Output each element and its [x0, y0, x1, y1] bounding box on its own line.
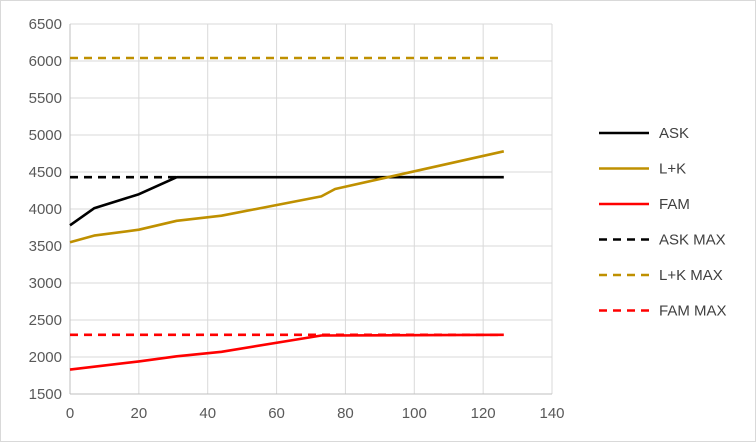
y-tick-label: 6500 — [29, 16, 62, 33]
y-tick-label: 3000 — [29, 275, 62, 292]
legend-label: L+K MAX — [659, 267, 723, 284]
series-line-fam — [69, 333, 504, 371]
x-tick-label: 0 — [66, 405, 74, 422]
y-tick-label: 4000 — [29, 201, 62, 218]
x-tick-label: 80 — [337, 405, 354, 422]
grid — [69, 23, 553, 395]
legend-label: FAM — [659, 196, 690, 213]
x-tick-label: 20 — [131, 405, 148, 422]
y-tick-label: 1500 — [29, 386, 62, 403]
legend-label: FAM MAX — [659, 303, 727, 320]
legend: ASK L+K FAM ASK MAX L+K MAX FAM MAX — [599, 125, 727, 320]
y-tick-label: 2500 — [29, 312, 62, 329]
x-tick-label: 140 — [539, 405, 564, 422]
x-tick-label: 40 — [199, 405, 216, 422]
x-tick-label: 100 — [402, 405, 427, 422]
y-tick-label: 3500 — [29, 238, 62, 255]
y-tick-label: 5000 — [29, 127, 62, 144]
x-tick-label: 120 — [471, 405, 496, 422]
series-line-l-k — [69, 150, 505, 244]
legend-label: ASK MAX — [659, 232, 726, 249]
y-tick-label: 6000 — [29, 53, 62, 70]
y-tick-label: 5500 — [29, 90, 62, 107]
series-lines — [69, 56, 505, 371]
legend-label: L+K — [659, 161, 686, 178]
series-line-ask — [69, 175, 504, 227]
x-tick-label: 60 — [268, 405, 285, 422]
legend-label: ASK — [659, 125, 689, 142]
y-tick-label: 4500 — [29, 164, 62, 181]
axes: 1500 2000 2500 3000 3500 4000 4500 5000 5500 6000… — [29, 16, 565, 422]
y-tick-label: 2000 — [29, 349, 62, 366]
